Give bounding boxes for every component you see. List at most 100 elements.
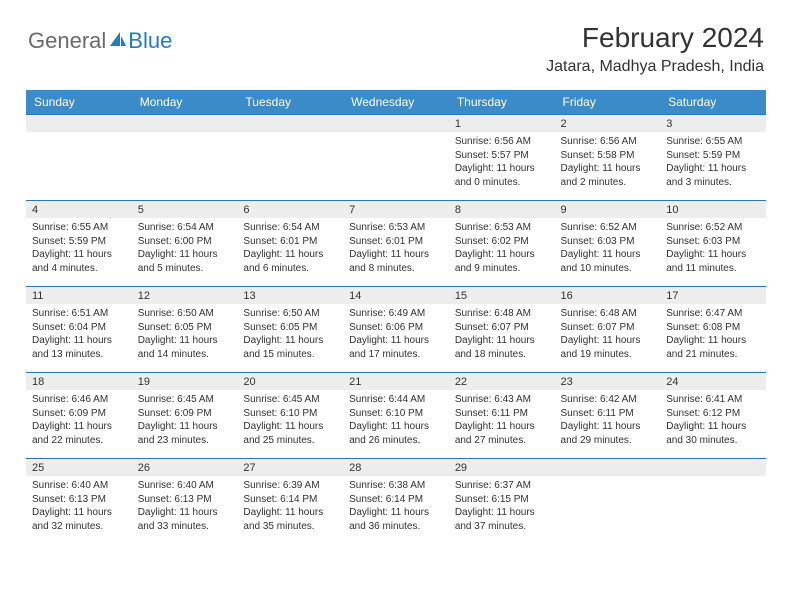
day-number: 4 (32, 204, 38, 216)
day-number-bar: 29 (449, 458, 555, 476)
day-number-bar: 22 (449, 372, 555, 390)
logo-text-general: General (28, 28, 106, 54)
day-number: 20 (243, 376, 255, 388)
day-number-bar (343, 114, 449, 132)
day-number-bar: 6 (237, 200, 343, 218)
day-details: Sunrise: 6:54 AMSunset: 6:01 PMDaylight:… (237, 218, 343, 277)
day-details: Sunrise: 6:47 AMSunset: 6:08 PMDaylight:… (660, 304, 766, 363)
calendar-cell (343, 114, 449, 200)
calendar-cell (555, 458, 661, 544)
calendar-cell: 26Sunrise: 6:40 AMSunset: 6:13 PMDayligh… (132, 458, 238, 544)
dayname-sun: Sunday (26, 90, 132, 114)
calendar-cell: 21Sunrise: 6:44 AMSunset: 6:10 PMDayligh… (343, 372, 449, 458)
calendar-cell: 5Sunrise: 6:54 AMSunset: 6:00 PMDaylight… (132, 200, 238, 286)
day-number: 7 (349, 204, 355, 216)
day-details: Sunrise: 6:52 AMSunset: 6:03 PMDaylight:… (555, 218, 661, 277)
calendar-cell: 6Sunrise: 6:54 AMSunset: 6:01 PMDaylight… (237, 200, 343, 286)
day-number-bar: 26 (132, 458, 238, 476)
calendar-cell: 2 Sunrise: 6:56 AMSunset: 5:58 PMDaylight… (555, 114, 661, 200)
day-number-bar: 12 (132, 286, 238, 304)
calendar-week: 18Sunrise: 6:46 AMSunset: 6:09 PMDayligh… (26, 372, 766, 458)
day-number-bar (132, 114, 238, 132)
day-number: 27 (243, 462, 255, 474)
day-number: 2 (561, 118, 567, 130)
calendar-cell: 15Sunrise: 6:48 AMSunset: 6:07 PMDayligh… (449, 286, 555, 372)
day-details: Sunrise: 6:38 AMSunset: 6:14 PMDaylight:… (343, 476, 449, 535)
day-details: Sunrise: 6:50 AMSunset: 6:05 PMDaylight:… (237, 304, 343, 363)
day-details: Sunrise: 6:45 AMSunset: 6:10 PMDaylight:… (237, 390, 343, 449)
dayname-thu: Thursday (449, 90, 555, 114)
day-number-bar: 2 (555, 114, 661, 132)
day-number: 23 (561, 376, 573, 388)
day-details: Sunrise: 6:56 AMSunset: 5:57 PMDaylight:… (449, 132, 555, 191)
day-number-bar: 27 (237, 458, 343, 476)
day-number-bar: 9 (555, 200, 661, 218)
day-details: Sunrise: 6:40 AMSunset: 6:13 PMDaylight:… (26, 476, 132, 535)
day-number: 19 (138, 376, 150, 388)
day-number-bar: 17 (660, 286, 766, 304)
day-details: Sunrise: 6:48 AMSunset: 6:07 PMDaylight:… (449, 304, 555, 363)
day-details: Sunrise: 6:55 AMSunset: 5:59 PMDaylight:… (660, 132, 766, 191)
calendar-cell: 12Sunrise: 6:50 AMSunset: 6:05 PMDayligh… (132, 286, 238, 372)
calendar-cell: 27Sunrise: 6:39 AMSunset: 6:14 PMDayligh… (237, 458, 343, 544)
calendar-cell (132, 114, 238, 200)
calendar-cell: 22Sunrise: 6:43 AMSunset: 6:11 PMDayligh… (449, 372, 555, 458)
calendar-week: 1 Sunrise: 6:56 AMSunset: 5:57 PMDaylight… (26, 114, 766, 200)
dayname-mon: Monday (132, 90, 238, 114)
dayname-fri: Friday (555, 90, 661, 114)
calendar-cell: 28 Sunrise: 6:38 AMSunset: 6:14 PMDayligh… (343, 458, 449, 544)
dayname-tue: Tuesday (237, 90, 343, 114)
day-number-bar: 1 (449, 114, 555, 132)
calendar-cell: 25 Sunrise: 6:40 AMSunset: 6:13 PMDayligh… (26, 458, 132, 544)
day-number: 21 (349, 376, 361, 388)
day-number-bar (555, 458, 661, 476)
calendar-cell: 9 Sunrise: 6:52 AMSunset: 6:03 PMDaylight… (555, 200, 661, 286)
calendar-body: 1 Sunrise: 6:56 AMSunset: 5:57 PMDaylight… (26, 114, 766, 544)
day-number-bar: 25 (26, 458, 132, 476)
day-details: Sunrise: 6:48 AMSunset: 6:07 PMDaylight:… (555, 304, 661, 363)
day-details: Sunrise: 6:41 AMSunset: 6:12 PMDaylight:… (660, 390, 766, 449)
logo: General Blue (28, 28, 172, 54)
day-number: 16 (561, 290, 573, 302)
day-number: 26 (138, 462, 150, 474)
day-number-bar: 18 (26, 372, 132, 390)
calendar-cell: 23Sunrise: 6:42 AMSunset: 6:11 PMDayligh… (555, 372, 661, 458)
location-text: Jatara, Madhya Pradesh, India (546, 58, 764, 76)
calendar-cell: 24Sunrise: 6:41 AMSunset: 6:12 PMDayligh… (660, 372, 766, 458)
calendar-cell: 8Sunrise: 6:53 AMSunset: 6:02 PMDaylight… (449, 200, 555, 286)
title-block: February 2024 Jatara, Madhya Pradesh, In… (546, 22, 764, 76)
day-details: Sunrise: 6:53 AMSunset: 6:02 PMDaylight:… (449, 218, 555, 277)
calendar-cell: 1 Sunrise: 6:56 AMSunset: 5:57 PMDaylight… (449, 114, 555, 200)
day-number: 25 (32, 462, 44, 474)
calendar-week: 25 Sunrise: 6:40 AMSunset: 6:13 PMDayligh… (26, 458, 766, 544)
calendar-cell: 14 Sunrise: 6:49 AMSunset: 6:06 PMDayligh… (343, 286, 449, 372)
day-number-bar: 3 (660, 114, 766, 132)
calendar-cell: 29Sunrise: 6:37 AMSunset: 6:15 PMDayligh… (449, 458, 555, 544)
day-number-bar: 20 (237, 372, 343, 390)
day-details: Sunrise: 6:46 AMSunset: 6:09 PMDaylight:… (26, 390, 132, 449)
calendar-cell: 18Sunrise: 6:46 AMSunset: 6:09 PMDayligh… (26, 372, 132, 458)
day-details: Sunrise: 6:49 AMSunset: 6:06 PMDaylight:… (343, 304, 449, 363)
day-number: 9 (561, 204, 567, 216)
month-title: February 2024 (546, 22, 764, 54)
day-number: 28 (349, 462, 361, 474)
calendar-cell (660, 458, 766, 544)
day-number: 1 (455, 118, 461, 130)
day-number: 12 (138, 290, 150, 302)
calendar-cell (237, 114, 343, 200)
day-details: Sunrise: 6:45 AMSunset: 6:09 PMDaylight:… (132, 390, 238, 449)
day-number: 14 (349, 290, 361, 302)
calendar-cell: 13Sunrise: 6:50 AMSunset: 6:05 PMDayligh… (237, 286, 343, 372)
day-number: 29 (455, 462, 467, 474)
day-details: Sunrise: 6:56 AMSunset: 5:58 PMDaylight:… (555, 132, 661, 191)
calendar-cell: 19 Sunrise: 6:45 AMSunset: 6:09 PMDayligh… (132, 372, 238, 458)
calendar-cell: 3Sunrise: 6:55 AMSunset: 5:59 PMDaylight… (660, 114, 766, 200)
logo-text-blue: Blue (128, 28, 172, 54)
calendar-cell: 7Sunrise: 6:53 AMSunset: 6:01 PMDaylight… (343, 200, 449, 286)
day-number-bar (660, 458, 766, 476)
day-number-bar: 8 (449, 200, 555, 218)
header: General Blue February 2024 Jatara, Madhy… (0, 0, 792, 84)
day-number-bar: 13 (237, 286, 343, 304)
day-number-bar: 10 (660, 200, 766, 218)
calendar-cell: 10Sunrise: 6:52 AMSunset: 6:03 PMDayligh… (660, 200, 766, 286)
